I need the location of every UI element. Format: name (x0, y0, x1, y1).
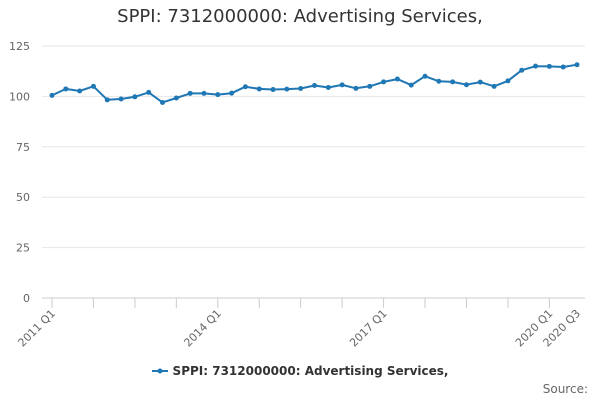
data-point[interactable] (90, 83, 96, 89)
data-point[interactable] (173, 95, 179, 101)
data-point[interactable] (77, 88, 83, 94)
data-point[interactable] (298, 86, 304, 92)
data-point[interactable] (381, 79, 387, 85)
data-point[interactable] (104, 97, 110, 103)
legend-line-marker-icon (151, 368, 168, 374)
data-point[interactable] (436, 78, 442, 84)
data-point[interactable] (146, 89, 152, 95)
data-point[interactable] (533, 63, 539, 69)
grid-lines (42, 45, 585, 299)
y-tick-label: 75 (16, 141, 30, 154)
data-point[interactable] (339, 82, 345, 88)
data-point[interactable] (284, 86, 290, 92)
data-point[interactable] (477, 79, 483, 85)
data-point[interactable] (63, 86, 69, 92)
y-tick-label: 125 (9, 40, 30, 53)
source-label: Source: (542, 382, 588, 396)
y-axis: 0 25 50 75 100 125 (9, 40, 30, 305)
data-point[interactable] (394, 76, 400, 82)
data-point[interactable] (353, 85, 359, 91)
data-point[interactable] (215, 92, 221, 98)
legend-item-series[interactable]: SPPI: 7312000000: Advertising Services, (151, 364, 449, 378)
data-point[interactable] (256, 86, 262, 92)
data-point[interactable] (367, 83, 373, 89)
x-tick-label: 2017 Q1 (347, 307, 390, 350)
legend-label: SPPI: 7312000000: Advertising Services, (172, 364, 449, 378)
data-point[interactable] (408, 82, 414, 88)
y-tick-label: 0 (23, 292, 30, 305)
x-axis (51, 298, 550, 308)
legend: SPPI: 7312000000: Advertising Services, (0, 364, 600, 379)
x-tick-label: 2014 Q1 (181, 307, 224, 350)
data-point[interactable] (519, 67, 525, 73)
series-layer (49, 62, 580, 105)
chart-title: SPPI: 7312000000: Advertising Services, (117, 6, 483, 27)
y-tick-label: 25 (16, 242, 30, 255)
data-point[interactable] (574, 62, 580, 68)
data-point[interactable] (422, 73, 428, 79)
data-point[interactable] (505, 78, 511, 84)
data-point[interactable] (560, 64, 566, 70)
data-point[interactable] (118, 96, 124, 102)
data-point[interactable] (450, 79, 456, 85)
y-tick-label: 50 (16, 191, 30, 204)
data-point[interactable] (325, 85, 331, 91)
data-point[interactable] (201, 90, 207, 96)
data-point[interactable] (491, 83, 497, 89)
data-point[interactable] (132, 94, 138, 100)
y-tick-label: 100 (9, 90, 30, 103)
data-point[interactable] (270, 87, 276, 93)
data-point[interactable] (242, 84, 248, 90)
data-point[interactable] (187, 90, 193, 96)
data-point[interactable] (312, 83, 317, 89)
data-point[interactable] (546, 63, 552, 69)
data-point[interactable] (160, 99, 166, 105)
data-point[interactable] (463, 82, 469, 88)
x-tick-label: 2011 Q1 (16, 307, 59, 350)
data-point[interactable] (49, 92, 55, 98)
data-point[interactable] (229, 90, 235, 96)
